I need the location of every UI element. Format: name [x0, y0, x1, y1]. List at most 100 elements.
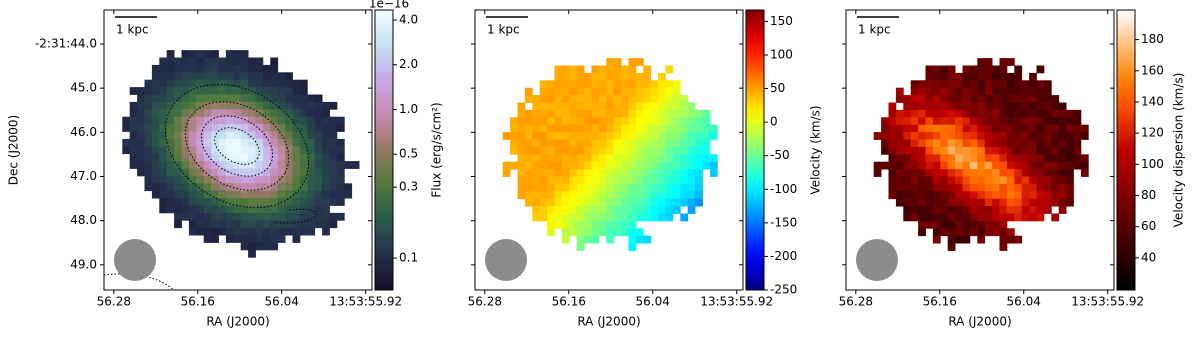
- map-pixel: [925, 198, 934, 207]
- map-pixel: [895, 95, 904, 103]
- map-pixel: [1021, 80, 1030, 89]
- map-pixel: [218, 146, 227, 155]
- map-pixel: [539, 176, 548, 185]
- map-pixel: [621, 191, 629, 200]
- map-pixel: [932, 235, 941, 244]
- map-pixel: [888, 191, 897, 200]
- map-pixel: [947, 198, 956, 207]
- map-pixel: [262, 146, 271, 155]
- colorbar-tick-label: 2.0: [399, 57, 418, 71]
- map-pixel: [277, 175, 286, 184]
- map-pixel: [969, 65, 978, 74]
- map-pixel: [977, 198, 986, 207]
- map-pixel: [999, 87, 1008, 96]
- map-pixel: [643, 109, 652, 118]
- map-pixel: [285, 87, 293, 95]
- map-pixel: [129, 109, 138, 118]
- map-pixel: [695, 198, 703, 207]
- map-pixel: [144, 101, 153, 110]
- map-pixel: [606, 228, 615, 237]
- map-pixel: [576, 146, 585, 155]
- map-pixel: [1006, 95, 1015, 103]
- map-pixel: [329, 190, 338, 199]
- map-pixel: [285, 124, 293, 132]
- map-pixel: [628, 183, 637, 192]
- map-pixel: [292, 124, 301, 132]
- map-pixel: [561, 80, 570, 89]
- map-pixel: [613, 176, 622, 185]
- map-pixel: [910, 80, 919, 89]
- map-pixel: [903, 139, 912, 148]
- map-pixel: [569, 169, 578, 177]
- map-pixel: [285, 190, 293, 199]
- map-pixel: [888, 102, 897, 111]
- map-pixel: [532, 198, 541, 207]
- map-pixel: [547, 102, 555, 111]
- map-pixel: [977, 213, 986, 222]
- x-tick-label: 56.28: [468, 295, 502, 309]
- map-pixel: [240, 153, 249, 162]
- map-pixel: [203, 101, 212, 110]
- map-pixel: [322, 161, 330, 169]
- map-pixel: [1051, 102, 1060, 111]
- map-pixel: [517, 102, 526, 111]
- map-pixel: [569, 206, 578, 214]
- map-pixel: [613, 169, 622, 177]
- map-pixel: [166, 168, 175, 177]
- map-pixel: [1006, 102, 1015, 111]
- map-pixel: [918, 191, 926, 200]
- map-pixel: [166, 101, 175, 110]
- map-pixel: [643, 161, 652, 170]
- map-pixel: [248, 131, 256, 140]
- map-pixel: [322, 124, 330, 132]
- map-pixel: [576, 243, 585, 251]
- map-pixel: [1080, 132, 1089, 140]
- map-pixel: [292, 116, 301, 125]
- map-pixel: [576, 220, 585, 229]
- map-pixel: [918, 139, 926, 148]
- colorbar: [374, 9, 394, 291]
- map-pixel: [1043, 132, 1052, 140]
- map-pixel: [925, 87, 934, 96]
- map-pixel: [532, 146, 541, 155]
- map-pixel: [299, 190, 308, 199]
- map-pixel: [218, 212, 227, 221]
- map-pixel: [984, 87, 993, 96]
- map-pixel: [159, 79, 168, 88]
- map-pixel: [695, 109, 703, 118]
- map-pixel: [336, 175, 345, 184]
- map-pixel: [299, 87, 308, 95]
- map-pixel: [1058, 183, 1067, 192]
- map-pixel: [196, 212, 205, 221]
- map-pixel: [576, 102, 585, 111]
- map-pixel: [947, 228, 956, 237]
- map-pixel: [502, 161, 511, 170]
- map-pixel: [1006, 161, 1015, 170]
- map-pixel: [1029, 109, 1037, 118]
- map-pixel: [270, 227, 279, 236]
- map-pixel: [203, 72, 212, 81]
- map-pixel: [665, 87, 674, 96]
- map-pixel: [314, 183, 323, 192]
- map-pixel: [196, 57, 205, 66]
- map-pixel: [672, 146, 681, 155]
- map-pixel: [188, 190, 197, 199]
- map-pixel: [532, 95, 541, 103]
- map-pixel: [955, 132, 963, 140]
- map-pixel: [1073, 132, 1082, 140]
- map-pixel: [255, 198, 264, 206]
- map-pixel: [598, 132, 607, 140]
- map-pixel: [307, 227, 316, 236]
- map-pixel: [240, 138, 249, 147]
- map-pixel: [181, 124, 190, 132]
- map-pixel: [129, 146, 138, 155]
- map-pixel: [329, 212, 338, 221]
- map-pixel: [322, 205, 330, 214]
- map-pixel: [174, 131, 182, 140]
- map-pixel: [174, 198, 182, 206]
- map-pixel: [196, 161, 205, 169]
- map-pixel: [910, 183, 919, 192]
- map-pixel: [598, 117, 607, 126]
- map-pixel: [1036, 169, 1045, 177]
- map-pixel: [181, 161, 190, 169]
